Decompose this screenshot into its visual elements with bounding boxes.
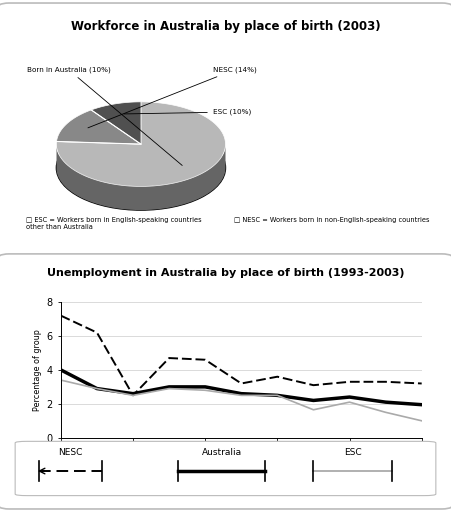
Text: ESC: ESC — [344, 448, 361, 457]
Text: □ NESC = Workers born in non-English-speaking countries: □ NESC = Workers born in non-English-spe… — [234, 217, 430, 223]
FancyBboxPatch shape — [0, 254, 451, 509]
Polygon shape — [56, 110, 141, 144]
Polygon shape — [56, 102, 226, 186]
Polygon shape — [56, 144, 226, 210]
Polygon shape — [91, 102, 141, 144]
Text: Workforce in Australia by place of birth (2003): Workforce in Australia by place of birth… — [71, 20, 380, 33]
Text: Unemployment in Australia by place of birth (1993-2003): Unemployment in Australia by place of bi… — [47, 268, 404, 279]
Text: □ ESC = Workers born in English-speaking countries
other than Australia: □ ESC = Workers born in English-speaking… — [26, 217, 202, 230]
Text: Australia: Australia — [202, 448, 242, 457]
Ellipse shape — [56, 125, 226, 210]
FancyBboxPatch shape — [15, 441, 436, 496]
FancyBboxPatch shape — [0, 3, 451, 258]
Y-axis label: Percentage of group: Percentage of group — [33, 329, 42, 411]
Text: NESC: NESC — [59, 448, 83, 457]
Text: Born in Australia (10%): Born in Australia (10%) — [27, 67, 182, 165]
Text: NESC (14%): NESC (14%) — [88, 67, 257, 128]
Text: ESC (10%): ESC (10%) — [124, 109, 251, 115]
